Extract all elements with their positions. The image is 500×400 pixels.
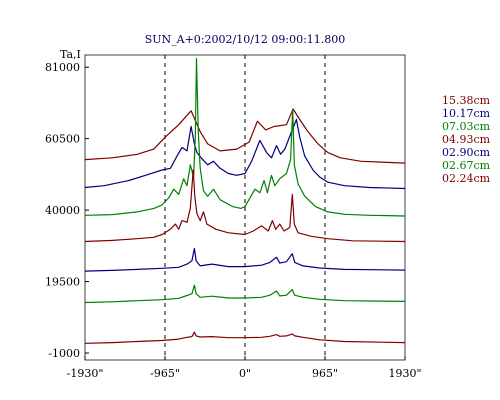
y-tick-label-4: -1000 [48,347,80,360]
legend-entry-0: 15.38cm [442,94,491,107]
y-axis-label: Ta,I [60,48,81,61]
legend-entry-4: 02.90cm [442,146,491,159]
x-tick-label-4: 1930" [388,367,421,380]
series-group [84,57,406,344]
x-tick-label-3: 965" [312,367,338,380]
series-line-1 [84,118,406,190]
series-line-2 [84,57,406,217]
legend: 15.38cm10.17cm07.03cm04.93cm02.90cm02.67… [442,94,491,185]
x-tick-label-2: 0" [239,367,251,380]
legend-entry-2: 07.03cm [442,120,491,133]
legend-entry-5: 02.67cm [442,159,491,172]
y-tick-label-0: 81000 [45,61,80,74]
y-tick-label-3: 19500 [45,276,80,289]
series-line-3 [84,169,406,243]
chart-title: SUN_A+0:2002/10/12 09:00:11.800 [145,33,346,46]
legend-entry-6: 02.24cm [442,172,491,185]
series-line-4 [84,247,406,272]
series-line-6 [84,331,406,344]
x-tick-label-0: -1930" [67,367,104,380]
y-tick-label-2: 40000 [45,204,80,217]
series-line-5 [84,284,406,304]
series-line-0 [84,108,406,164]
reference-lines [164,55,326,360]
y-tick-label-1: 60500 [45,133,80,146]
y-axis: 81000 60500 40000 19500 -1000 [45,61,89,360]
legend-entry-3: 04.93cm [442,133,491,146]
x-axis: -1930" -965" 0" 965" 1930" [67,356,422,380]
legend-entry-1: 10.17cm [442,107,491,120]
x-tick-label-1: -965" [150,367,180,380]
